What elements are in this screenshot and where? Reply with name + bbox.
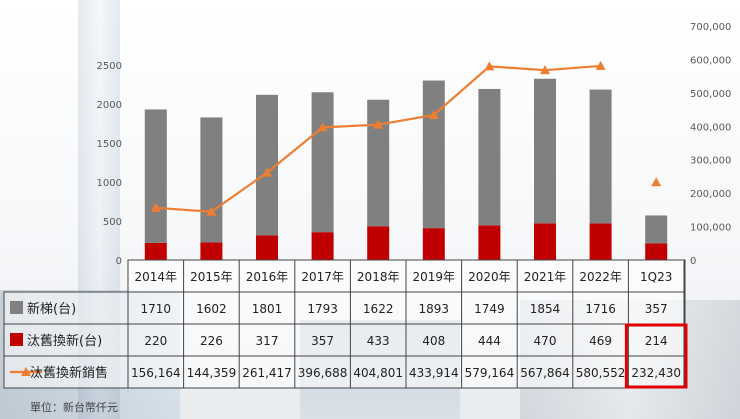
sales-point bbox=[484, 61, 495, 71]
bar-replacement bbox=[367, 226, 390, 260]
sales-point bbox=[206, 206, 217, 216]
right-tick-label: 600,000 bbox=[690, 55, 731, 66]
right-tick-label: 500,000 bbox=[690, 89, 731, 100]
bar-replacement bbox=[200, 242, 223, 260]
table-row bbox=[3, 323, 686, 357]
table-cell: 1710 bbox=[141, 302, 172, 316]
table-cell: 396,688 bbox=[298, 366, 348, 380]
bar-new-elevator bbox=[367, 99, 390, 227]
legend-swatch bbox=[10, 301, 23, 314]
bar-new-elevator bbox=[311, 92, 334, 233]
bar-replacement bbox=[645, 243, 668, 260]
table-cell: 220 bbox=[144, 334, 167, 348]
bar-replacement bbox=[311, 232, 334, 260]
table-cell: 226 bbox=[200, 334, 223, 348]
legend-label: 新梯(台) bbox=[27, 301, 76, 317]
sales-point bbox=[317, 122, 328, 132]
bar-replacement bbox=[144, 242, 167, 260]
table-cell: 469 bbox=[589, 334, 612, 348]
left-tick-label: 0 bbox=[116, 256, 122, 267]
bar-replacement bbox=[478, 225, 501, 260]
category-label: 2020年 bbox=[468, 270, 511, 284]
legend-label: 汰舊換新(台) bbox=[27, 333, 102, 349]
bar-replacement bbox=[589, 223, 612, 260]
sales-point bbox=[373, 119, 384, 129]
bar-new-elevator bbox=[645, 215, 668, 244]
table-cell: 1622 bbox=[363, 302, 394, 316]
bar-new-elevator bbox=[256, 94, 278, 236]
left-tick-label: 1500 bbox=[97, 139, 122, 150]
table-cell: 1749 bbox=[474, 302, 505, 316]
footnote: 單位：新台幣仟元 bbox=[30, 401, 118, 414]
table-cell: 404,801 bbox=[353, 366, 403, 380]
sales-point bbox=[595, 60, 606, 70]
category-label: 2021年 bbox=[524, 270, 567, 284]
sales-point bbox=[540, 65, 550, 75]
right-tick-label: 100,000 bbox=[690, 223, 731, 234]
sales-point bbox=[651, 177, 662, 187]
bar-replacement bbox=[256, 235, 278, 260]
legend-marker-symbol bbox=[21, 367, 31, 376]
highlight-box bbox=[624, 323, 688, 389]
category-label: 2014年 bbox=[135, 270, 178, 284]
table-cell: 1893 bbox=[419, 302, 450, 316]
bar-replacement bbox=[422, 228, 445, 260]
table-cell: 1793 bbox=[307, 302, 338, 316]
legend-label: 汰舊換新銷售 bbox=[30, 365, 108, 381]
category-label: 2018年 bbox=[357, 270, 400, 284]
table-cell: 470 bbox=[534, 334, 557, 348]
left-tick-label: 500 bbox=[103, 217, 122, 228]
bar-new-elevator bbox=[200, 117, 223, 243]
table-cell: 232,430 bbox=[631, 366, 681, 380]
bar-replacement bbox=[534, 223, 556, 260]
table-cell: 433,914 bbox=[409, 366, 459, 380]
table-cell: 433 bbox=[367, 334, 390, 348]
table-cell: 357 bbox=[645, 302, 668, 316]
right-tick-label: 300,000 bbox=[690, 156, 731, 167]
category-label: 2017年 bbox=[301, 270, 344, 284]
table-cell: 1716 bbox=[585, 302, 616, 316]
bar-new-elevator bbox=[534, 78, 556, 224]
right-tick-label: 0 bbox=[690, 256, 696, 267]
table-cell: 1854 bbox=[530, 302, 561, 316]
bar-new-elevator bbox=[422, 80, 445, 229]
right-tick-label: 200,000 bbox=[690, 189, 731, 200]
category-label: 2022年 bbox=[579, 270, 622, 284]
table-cell: 1801 bbox=[252, 302, 283, 316]
sales-point bbox=[428, 109, 439, 119]
bar-new-elevator bbox=[589, 89, 612, 224]
table-cell: 579,164 bbox=[465, 366, 515, 380]
legend-swatch bbox=[10, 333, 23, 346]
sales-point bbox=[150, 202, 161, 212]
bar-new-elevator bbox=[478, 88, 501, 226]
table-cell: 144,359 bbox=[187, 366, 237, 380]
table-cell: 357 bbox=[311, 334, 334, 348]
table-cell: 156,164 bbox=[131, 366, 181, 380]
category-label: 2015年 bbox=[190, 270, 233, 284]
table-cell: 580,552 bbox=[576, 366, 626, 380]
table-cell: 444 bbox=[478, 334, 501, 348]
category-label: 2016年 bbox=[246, 270, 289, 284]
table-row bbox=[3, 355, 686, 389]
bar-new-elevator bbox=[144, 109, 167, 243]
left-tick-label: 1000 bbox=[97, 178, 122, 189]
table-cell: 214 bbox=[645, 334, 668, 348]
category-label: 1Q23 bbox=[640, 270, 672, 284]
table-cell: 408 bbox=[422, 334, 445, 348]
table-cell: 261,417 bbox=[242, 366, 292, 380]
left-tick-label: 2500 bbox=[97, 61, 122, 72]
table-cell: 1602 bbox=[196, 302, 227, 316]
left-tick-label: 2000 bbox=[97, 100, 122, 111]
sales-point bbox=[262, 167, 272, 177]
table-cell: 317 bbox=[256, 334, 279, 348]
category-label: 2019年 bbox=[413, 270, 456, 284]
table-cell: 567,864 bbox=[520, 366, 570, 380]
right-tick-label: 400,000 bbox=[690, 122, 731, 133]
table-row bbox=[3, 291, 686, 325]
right-tick-label: 700,000 bbox=[690, 22, 731, 33]
